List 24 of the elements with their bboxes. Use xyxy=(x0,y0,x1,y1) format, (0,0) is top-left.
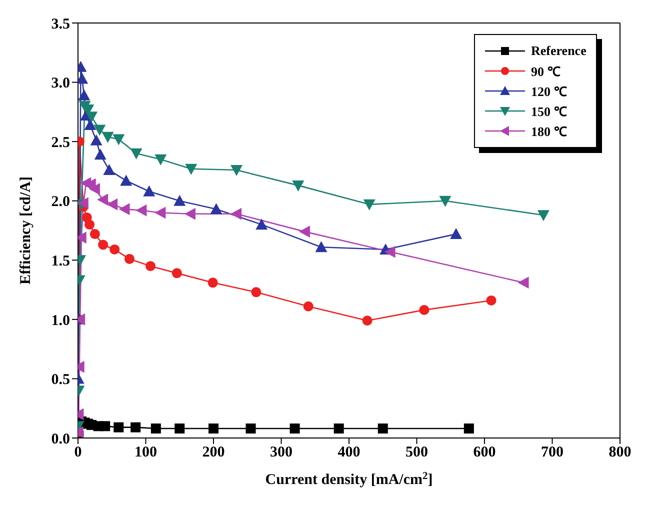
x-tick-label: 0 xyxy=(74,444,82,461)
legend-label: 180 ℃ xyxy=(531,123,567,140)
y-tick-label: 3.5 xyxy=(51,16,70,32)
x-tick-label: 100 xyxy=(134,444,157,461)
x-tick-label: 200 xyxy=(202,444,225,461)
x-tick-label: 500 xyxy=(406,444,428,461)
y-axis-title: Efficiency [cd/A] xyxy=(18,176,34,284)
legend-label: 150 ℃ xyxy=(531,103,567,120)
y-tick-label: 1.5 xyxy=(51,253,70,270)
y-tick-label: 2.0 xyxy=(51,194,70,210)
x-tick-label: 800 xyxy=(608,444,632,461)
x-tick-label: 400 xyxy=(338,444,360,461)
x-tick-label: 600 xyxy=(473,444,496,461)
y-tick-label: 2.5 xyxy=(51,134,70,151)
legend-label: 90 ℃ xyxy=(531,63,560,80)
x-axis-title: Current density [mA/cm$^{2}$] xyxy=(265,470,433,488)
legend-label: Reference xyxy=(531,43,586,59)
y-tick-label: 0.5 xyxy=(51,372,70,388)
y-tick-label: 0.0 xyxy=(51,431,70,448)
x-tick-label: 300 xyxy=(270,444,292,461)
legend-label: 120 ℃ xyxy=(531,83,567,100)
y-tick-label: 3.0 xyxy=(51,76,70,92)
y-tick-label: 1.0 xyxy=(51,312,70,329)
x-tick-label: 700 xyxy=(541,444,564,461)
